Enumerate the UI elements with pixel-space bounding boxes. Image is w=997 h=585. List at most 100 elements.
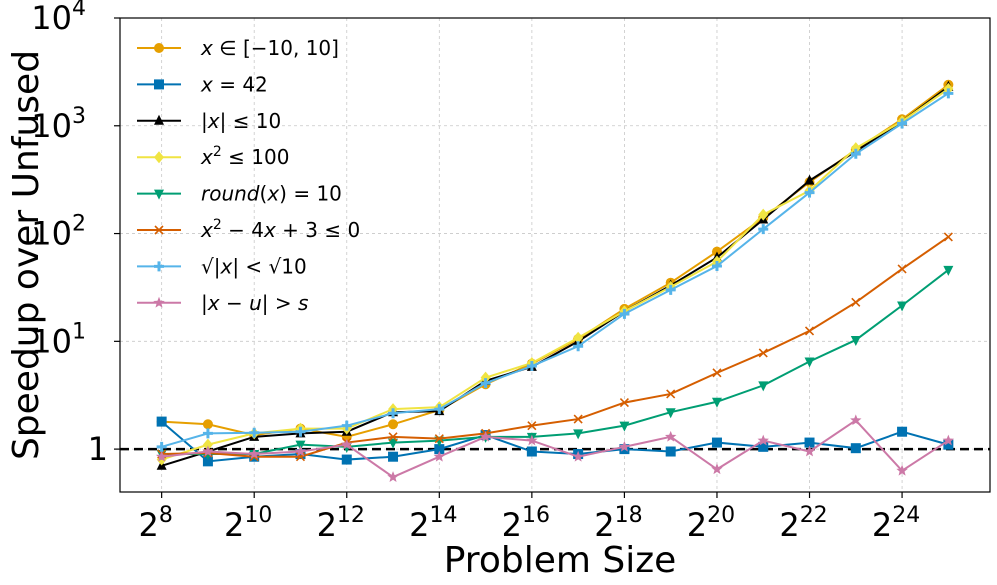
series-group bbox=[155, 79, 955, 482]
data-point bbox=[666, 389, 676, 399]
data-point bbox=[388, 438, 399, 449]
x-tick-label: 212 bbox=[317, 503, 365, 544]
x-tick-label: 218 bbox=[594, 503, 642, 544]
data-point bbox=[479, 430, 492, 442]
data-point bbox=[202, 419, 213, 430]
legend-marker bbox=[154, 151, 164, 164]
legend-label: x ∈ [−10, 10] bbox=[200, 36, 339, 60]
legend-label: round(x) = 10 bbox=[201, 182, 342, 206]
data-point bbox=[156, 441, 167, 452]
legend-label: |x| ≤ 10 bbox=[201, 109, 281, 133]
data-point bbox=[896, 464, 908, 476]
y-tick-label: 1 bbox=[88, 430, 108, 468]
data-point bbox=[711, 261, 722, 271]
data-point bbox=[804, 437, 815, 448]
data-point bbox=[341, 420, 352, 431]
data-point bbox=[341, 438, 353, 450]
legend-label: √|x| < √10 bbox=[201, 254, 307, 278]
data-point bbox=[897, 264, 907, 274]
data-point bbox=[758, 381, 769, 392]
data-point bbox=[526, 434, 538, 446]
series-6 bbox=[156, 88, 954, 452]
y-axis-ticks: 1 101 102 103 104 bbox=[31, 0, 120, 468]
data-point bbox=[665, 408, 676, 419]
x-tick-label: 210 bbox=[224, 503, 272, 544]
data-point bbox=[758, 208, 769, 221]
data-point bbox=[202, 428, 213, 439]
data-point bbox=[711, 397, 722, 408]
legend-label: x = 42 bbox=[200, 72, 268, 96]
data-point bbox=[943, 439, 954, 450]
x-axis-ticks: 28 210 212 214 216 218 220 222 224 bbox=[138, 492, 920, 544]
legend-item-2: |x| ≤ 10 bbox=[137, 109, 281, 133]
legend-marker bbox=[154, 189, 164, 200]
data-point bbox=[850, 148, 861, 159]
data-point bbox=[387, 471, 399, 482]
series-line bbox=[161, 92, 949, 448]
data-point bbox=[434, 404, 445, 415]
data-point bbox=[758, 348, 768, 358]
data-point bbox=[572, 450, 584, 462]
data-point bbox=[757, 434, 769, 446]
data-point bbox=[573, 341, 584, 352]
data-point bbox=[665, 446, 676, 457]
data-point bbox=[850, 335, 861, 346]
data-point bbox=[943, 88, 954, 99]
series-line bbox=[161, 419, 949, 479]
data-point bbox=[480, 378, 491, 389]
data-point bbox=[850, 443, 861, 454]
x-tick-label: 224 bbox=[872, 503, 920, 544]
data-point bbox=[758, 441, 769, 452]
legend-label: |x − u| > s bbox=[201, 291, 308, 315]
data-point bbox=[388, 419, 399, 430]
data-point bbox=[619, 398, 629, 408]
data-point bbox=[897, 118, 908, 129]
series-1 bbox=[156, 416, 954, 467]
data-point bbox=[294, 445, 307, 457]
data-point bbox=[804, 357, 815, 368]
y-axis-title: Speedup over Unfused bbox=[6, 50, 47, 460]
legend-item-0: x ∈ [−10, 10] bbox=[137, 36, 339, 60]
data-point bbox=[619, 421, 630, 432]
legend-marker bbox=[154, 225, 164, 235]
data-point bbox=[897, 301, 908, 312]
data-point bbox=[249, 427, 260, 438]
data-point bbox=[665, 284, 676, 295]
data-point bbox=[433, 450, 446, 462]
series-7 bbox=[155, 414, 955, 482]
data-point bbox=[526, 361, 537, 372]
legend-marker bbox=[154, 114, 164, 125]
data-point bbox=[618, 440, 631, 452]
legend-marker bbox=[154, 261, 164, 272]
legend-item-4: round(x) = 10 bbox=[137, 182, 342, 206]
series-line bbox=[161, 85, 949, 467]
legend-marker bbox=[153, 296, 165, 308]
data-point bbox=[434, 434, 444, 444]
data-point bbox=[155, 450, 168, 462]
legend-item-7: |x − u| > s bbox=[137, 291, 308, 315]
data-point bbox=[943, 265, 954, 276]
y-tick-label: 103 bbox=[31, 104, 86, 145]
data-point bbox=[711, 463, 723, 475]
data-point bbox=[388, 451, 399, 462]
data-point bbox=[897, 426, 908, 437]
data-point bbox=[942, 434, 955, 446]
data-point bbox=[712, 368, 722, 378]
data-point bbox=[804, 326, 815, 336]
data-point bbox=[388, 408, 399, 419]
data-point bbox=[388, 432, 398, 442]
data-point bbox=[619, 308, 630, 319]
x-tick-label: 28 bbox=[138, 503, 172, 544]
data-point bbox=[341, 454, 352, 465]
legend-label: x2 ≤ 100 bbox=[200, 144, 289, 169]
x-tick-label: 216 bbox=[502, 503, 550, 544]
data-point bbox=[527, 421, 537, 431]
plot-area-frame bbox=[119, 17, 991, 493]
data-point bbox=[803, 445, 816, 457]
data-point bbox=[850, 414, 862, 426]
data-point bbox=[943, 232, 953, 242]
data-point bbox=[156, 416, 167, 427]
data-point bbox=[664, 430, 677, 442]
legend-item-5: x2 − 4x + 3 ≤ 0 bbox=[137, 217, 360, 242]
